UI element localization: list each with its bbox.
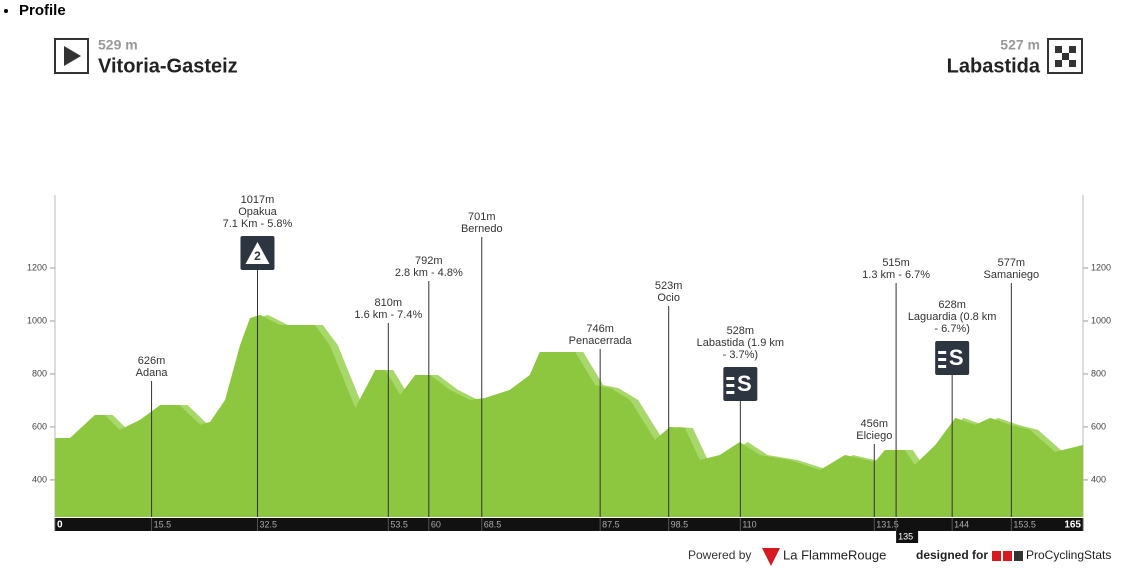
annotation-text: Laguardia (0.8 km [908, 311, 997, 323]
annotation-text: 628m [938, 299, 966, 311]
badge-mountain [245, 242, 270, 264]
annotation-text: Bernedo [461, 223, 503, 235]
km-bar [55, 518, 1083, 531]
annotation-text: 523m [655, 280, 683, 292]
finish-name: Labastida [947, 55, 1041, 77]
y-tick-label: 1200 [27, 262, 47, 272]
y-tick-label: 600 [32, 421, 47, 431]
badge-stripe [726, 377, 735, 380]
annotation-text: 1.6 km - 7.4% [354, 309, 422, 321]
annotation-text: 528m [727, 325, 755, 337]
area [55, 314, 1083, 517]
start-name: Vitoria-Gasteiz [98, 55, 238, 77]
km-tag [896, 531, 919, 543]
y-tick-label-right: 800 [1091, 368, 1106, 378]
badge-stripe [938, 365, 947, 368]
y-tick-label: 400 [32, 474, 47, 484]
annotation-text: Opakua [238, 206, 277, 218]
x-tick-label: 131.5 [876, 519, 899, 529]
annotation-text: Elciego [856, 430, 892, 442]
y-tick-label-right: 400 [1091, 474, 1106, 484]
annotation-text: Penacerrada [569, 335, 633, 347]
badge-stripe [938, 358, 947, 361]
x-tick-label: 0 [57, 520, 63, 531]
annotation-text: 2.8 km - 4.8% [395, 267, 463, 279]
annotation-text: 1.3 km - 6.7% [862, 269, 930, 281]
start-icon [54, 38, 89, 74]
site-name: ProCyclingStats [1026, 548, 1111, 562]
annotation-text: 792m [415, 255, 443, 267]
annotation-text: 7.1 Km - 5.8% [223, 218, 293, 230]
badge-stripe [726, 384, 735, 387]
annotation-text: Labastida (1.9 km [697, 337, 784, 349]
annotation-text: 746m [586, 323, 614, 335]
annotation-text: Adana [136, 367, 169, 379]
annotation-text: Ocio [657, 292, 680, 304]
finish-elevation: 527 m [1000, 37, 1040, 53]
badge-label: S [949, 345, 964, 370]
x-tick-label: 165 [1064, 520, 1081, 531]
powered-by: Powered by [688, 548, 751, 562]
x-tick-label: 110 [742, 519, 756, 529]
start-elevation: 529 m [98, 37, 138, 53]
badge-stripe [938, 351, 947, 354]
badge-label: 2 [254, 249, 261, 263]
annotation-text: 456m [861, 418, 889, 430]
x-tick-label: 60 [431, 519, 441, 529]
annotation-text: Samaniego [984, 269, 1040, 281]
x-tick-label: 68.5 [484, 519, 502, 529]
y-tick-label-right: 600 [1091, 421, 1106, 431]
x-tick-label: 15.5 [154, 519, 172, 529]
brand-logo [762, 548, 780, 566]
finish-icon [1047, 38, 1083, 74]
bullet [4, 9, 8, 13]
y-tick-label-right: 1200 [1091, 262, 1111, 272]
badge-stripe [726, 391, 735, 394]
annotation-text: 577m [998, 257, 1026, 269]
annotation-text: 626m [138, 355, 166, 367]
x-tick-label: 153.5 [1013, 519, 1036, 529]
annotation-text: 810m [375, 297, 403, 309]
annotation-text: 515m [882, 257, 910, 269]
designed-for: designed for [916, 548, 988, 562]
y-tick-label: 1000 [27, 315, 47, 325]
annotation-text: - 3.7%) [723, 349, 758, 361]
x-tick-label: 135 [898, 531, 913, 541]
annotation-text: 701m [468, 211, 496, 223]
x-tick-label: 53.5 [390, 519, 408, 529]
y-tick-label-right: 1000 [1091, 315, 1111, 325]
x-tick-label: 32.5 [259, 519, 277, 529]
x-tick-label: 144 [954, 519, 969, 529]
page-title: Profile [19, 2, 66, 19]
brand: La FlammeRouge [783, 547, 886, 562]
site-logo [992, 551, 1023, 561]
x-tick-label: 98.5 [671, 519, 689, 529]
annotation-text: - 6.7%) [934, 323, 969, 335]
annotation-text: 1017m [241, 194, 275, 206]
x-tick-label: 87.5 [602, 519, 620, 529]
badge-label: S [737, 371, 752, 396]
y-tick-label: 800 [32, 368, 47, 378]
